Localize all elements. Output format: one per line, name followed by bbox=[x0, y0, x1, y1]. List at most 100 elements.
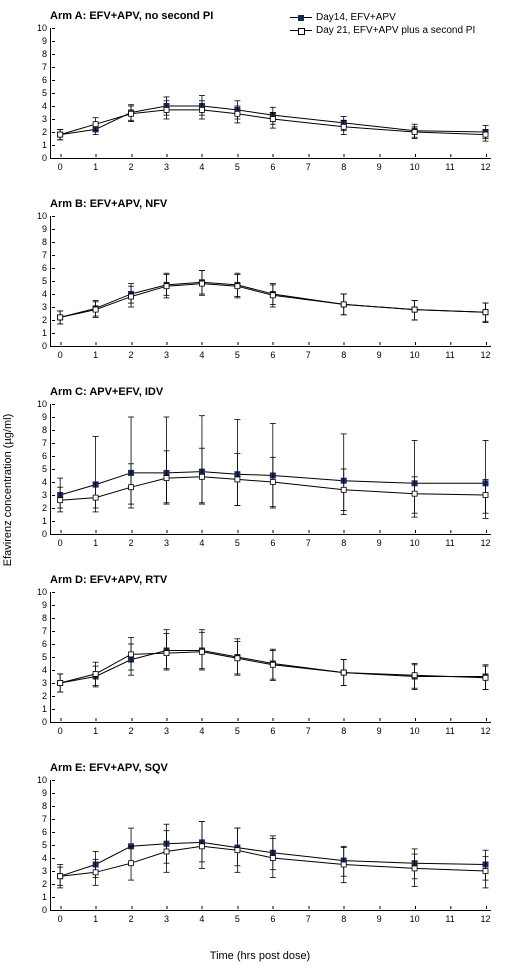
y-tick: 6 bbox=[42, 827, 51, 837]
panel-title: Arm E: EFV+APV, SQV bbox=[50, 762, 510, 774]
y-tick: 2 bbox=[42, 879, 51, 889]
x-tick: 5 bbox=[235, 910, 240, 924]
plot-area: 0123456789100123456789101112 bbox=[50, 28, 491, 159]
x-tick: 8 bbox=[341, 722, 346, 736]
panel-title: Arm A: EFV+APV, no second PI bbox=[50, 10, 510, 22]
panel-title: Arm C: APV+EFV, IDV bbox=[50, 386, 510, 398]
chart-panel: Arm D: EFV+APV, RTV 012345678910012345678… bbox=[10, 574, 510, 754]
x-tick: 5 bbox=[235, 346, 240, 360]
y-tick: 0 bbox=[42, 153, 51, 163]
x-tick: 6 bbox=[270, 910, 275, 924]
y-tick: 3 bbox=[42, 866, 51, 876]
y-tick: 2 bbox=[42, 127, 51, 137]
y-tick: 7 bbox=[42, 62, 51, 72]
y-tick: 0 bbox=[42, 717, 51, 727]
x-tick: 10 bbox=[410, 158, 420, 172]
x-tick: 10 bbox=[410, 346, 420, 360]
y-tick: 1 bbox=[42, 328, 51, 338]
x-tick: 9 bbox=[377, 346, 382, 360]
chart-panel: Arm C: APV+EFV, IDV012345678910012345678… bbox=[10, 386, 510, 566]
x-tick: 11 bbox=[445, 158, 454, 172]
x-tick: 8 bbox=[341, 910, 346, 924]
plot-area: 0123456789100123456789101112 bbox=[50, 404, 491, 535]
x-tick: 0 bbox=[58, 910, 63, 924]
x-tick: 12 bbox=[480, 346, 490, 360]
x-tick: 4 bbox=[199, 722, 204, 736]
x-tick: 3 bbox=[164, 346, 169, 360]
plot-area: 0123456789100123456789101112 bbox=[50, 592, 491, 723]
y-tick: 5 bbox=[42, 88, 51, 98]
y-tick: 5 bbox=[42, 276, 51, 286]
x-tick: 8 bbox=[341, 346, 346, 360]
x-tick: 5 bbox=[235, 534, 240, 548]
x-tick: 7 bbox=[306, 534, 311, 548]
y-tick: 6 bbox=[42, 263, 51, 273]
x-tick: 7 bbox=[306, 910, 311, 924]
y-tick: 3 bbox=[42, 302, 51, 312]
x-tick: 4 bbox=[199, 910, 204, 924]
x-tick: 7 bbox=[306, 722, 311, 736]
x-tick: 2 bbox=[129, 158, 134, 172]
y-tick: 9 bbox=[42, 600, 51, 610]
y-tick: 10 bbox=[37, 587, 51, 597]
y-tick: 1 bbox=[42, 516, 51, 526]
y-tick: 6 bbox=[42, 75, 51, 85]
y-tick: 6 bbox=[42, 451, 51, 461]
x-tick: 12 bbox=[480, 910, 490, 924]
x-tick: 0 bbox=[58, 534, 63, 548]
y-tick: 7 bbox=[42, 814, 51, 824]
y-tick: 2 bbox=[42, 691, 51, 701]
x-tick: 1 bbox=[93, 722, 98, 736]
y-tick: 3 bbox=[42, 678, 51, 688]
y-tick: 1 bbox=[42, 140, 51, 150]
x-tick: 11 bbox=[445, 722, 454, 736]
y-tick: 4 bbox=[42, 665, 51, 675]
x-tick: 9 bbox=[377, 158, 382, 172]
x-tick: 3 bbox=[164, 158, 169, 172]
chart-panel: Arm B: EFV+APV, NFV012345678910012345678… bbox=[10, 198, 510, 378]
x-tick: 1 bbox=[93, 910, 98, 924]
y-tick: 8 bbox=[42, 613, 51, 623]
x-tick: 12 bbox=[480, 158, 490, 172]
y-tick: 7 bbox=[42, 438, 51, 448]
x-tick: 2 bbox=[129, 910, 134, 924]
y-tick: 0 bbox=[42, 905, 51, 915]
y-tick: 10 bbox=[37, 775, 51, 785]
y-tick: 4 bbox=[42, 477, 51, 487]
y-tick: 8 bbox=[42, 801, 51, 811]
y-tick: 3 bbox=[42, 490, 51, 500]
x-tick: 12 bbox=[480, 722, 490, 736]
x-tick: 11 bbox=[445, 534, 454, 548]
chart-panel: Arm A: EFV+APV, no second PI 012345678910… bbox=[10, 10, 510, 190]
y-tick: 2 bbox=[42, 315, 51, 325]
x-tick: 10 bbox=[410, 910, 420, 924]
y-tick: 0 bbox=[42, 341, 51, 351]
y-tick: 8 bbox=[42, 425, 51, 435]
x-tick: 4 bbox=[199, 534, 204, 548]
x-tick: 5 bbox=[235, 722, 240, 736]
x-tick: 10 bbox=[410, 534, 420, 548]
y-tick: 5 bbox=[42, 464, 51, 474]
y-tick: 1 bbox=[42, 704, 51, 714]
x-tick: 3 bbox=[164, 722, 169, 736]
x-tick: 9 bbox=[377, 722, 382, 736]
y-tick: 9 bbox=[42, 36, 51, 46]
y-tick: 9 bbox=[42, 412, 51, 422]
y-tick: 5 bbox=[42, 652, 51, 662]
y-tick: 7 bbox=[42, 626, 51, 636]
y-tick: 10 bbox=[37, 211, 51, 221]
x-tick: 8 bbox=[341, 534, 346, 548]
x-tick: 10 bbox=[410, 722, 420, 736]
chart-panel: Arm E: EFV+APV, SQV012345678910012345678… bbox=[10, 762, 510, 942]
x-tick: 12 bbox=[480, 534, 490, 548]
x-tick: 1 bbox=[93, 158, 98, 172]
x-tick: 5 bbox=[235, 158, 240, 172]
panel-title: Arm D: EFV+APV, RTV bbox=[50, 574, 510, 586]
figure: Day14, EFV+APV Day 21, EFV+APV plus a se… bbox=[10, 10, 510, 962]
x-tick: 8 bbox=[341, 158, 346, 172]
y-tick: 10 bbox=[37, 23, 51, 33]
x-tick: 0 bbox=[58, 722, 63, 736]
x-tick: 1 bbox=[93, 346, 98, 360]
x-tick: 6 bbox=[270, 534, 275, 548]
x-tick: 0 bbox=[58, 158, 63, 172]
